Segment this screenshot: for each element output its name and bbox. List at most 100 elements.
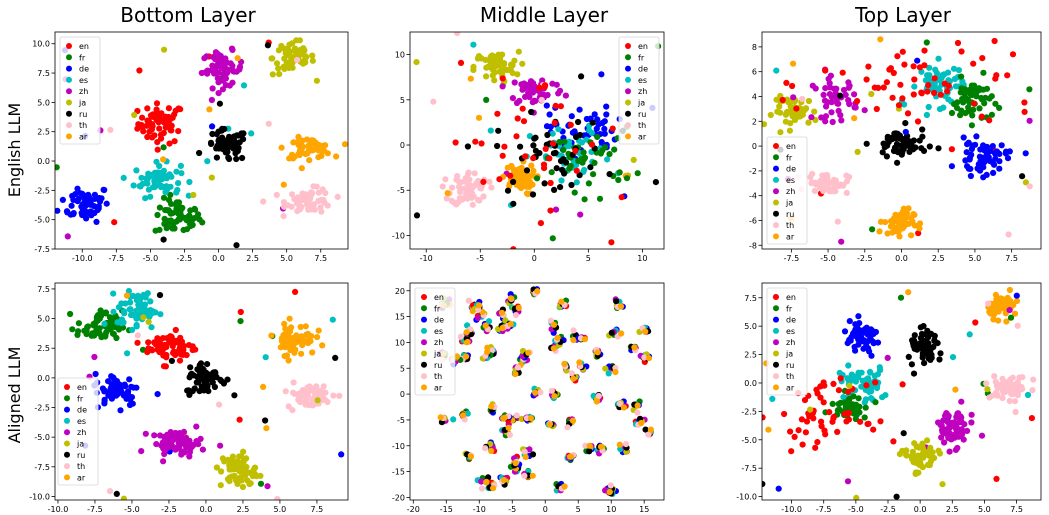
point-en: [167, 127, 174, 134]
point-th: [521, 448, 528, 455]
point-zh: [209, 85, 216, 92]
point-ru: [557, 184, 564, 191]
point-th: [1002, 388, 1009, 396]
point-es: [558, 177, 565, 184]
point-de: [983, 143, 991, 150]
point-ja: [483, 64, 490, 71]
point-en: [781, 410, 788, 418]
y-tick-label: -10: [392, 442, 405, 451]
x-tick-label: 5.0: [969, 254, 982, 263]
scatter-panels: -10.0 -7.5 -5.0 -2.5 0.0 2.5 5.0 7.5 -7.5 -5.0 -2.…: [29, 31, 1042, 514]
point-ar: [908, 232, 915, 239]
point-fr: [560, 146, 567, 153]
point-fr: [90, 320, 97, 328]
y-tick-label: -7.5: [34, 245, 50, 254]
point-ru: [559, 166, 566, 173]
point-th: [999, 395, 1006, 402]
point-es: [145, 170, 152, 177]
y-tick-label: -7.5: [741, 464, 757, 473]
point-ru: [898, 151, 905, 158]
column-title-middle-layer: Middle Layer: [480, 3, 609, 27]
point-ar: [488, 403, 495, 410]
point-ar: [285, 330, 292, 337]
point-en: [551, 119, 558, 126]
point-en: [189, 346, 196, 354]
axes-frame: [409, 31, 665, 250]
point-es: [845, 362, 852, 369]
point-ar: [550, 321, 558, 328]
point-de: [543, 102, 550, 109]
point-ar: [294, 139, 301, 146]
axes-frame: [54, 31, 349, 250]
point-fr: [109, 330, 117, 337]
point-ja: [268, 55, 275, 62]
point-es: [129, 326, 136, 333]
point-th: [456, 195, 463, 202]
point-en: [918, 90, 925, 97]
point-ja: [514, 71, 521, 78]
point-th: [521, 472, 528, 479]
point-en: [618, 194, 625, 201]
point-en: [993, 475, 1000, 482]
point-ar: [620, 404, 628, 411]
point-th: [568, 370, 576, 377]
point-en: [814, 439, 821, 446]
point-zh: [208, 96, 215, 104]
points: [436, 286, 655, 498]
point-ru: [900, 146, 907, 153]
y-tick-label: -5.0: [34, 433, 50, 442]
legend-label-fr: fr: [786, 153, 793, 162]
y-tick-label: -10.0: [736, 493, 757, 502]
y-tick-label: -15: [392, 468, 405, 477]
point-es: [923, 111, 931, 119]
point-th: [506, 431, 513, 438]
point-fr: [483, 96, 490, 103]
point-ru: [553, 165, 560, 172]
point-th: [449, 184, 456, 191]
points: [762, 36, 1033, 245]
point-fr: [923, 39, 930, 46]
panel-2: -10 -5 0 5 10 -10 -5 0 5 10 en fr de es zh ja ru th ar: [392, 31, 665, 263]
point-en: [802, 429, 810, 436]
point-de: [973, 133, 980, 140]
point-en: [1028, 415, 1035, 422]
point-ar: [790, 60, 797, 67]
point-ru: [233, 132, 240, 139]
x-tick-label: 10: [606, 505, 616, 514]
point-ja: [811, 108, 818, 115]
point-ar: [1013, 297, 1021, 305]
point-ar: [546, 421, 553, 428]
point-en: [557, 103, 565, 110]
point-fr: [611, 146, 618, 153]
point-th: [466, 181, 473, 188]
legend: en fr de es zh ja ru th ar: [766, 136, 808, 245]
point-ja: [208, 174, 215, 181]
point-zh: [199, 446, 206, 453]
point-de: [72, 191, 79, 198]
legend-label-th: th: [786, 221, 794, 230]
point-en: [499, 152, 506, 159]
point-zh: [845, 79, 852, 86]
point-ru: [919, 346, 926, 353]
legend-marker-ar: [64, 474, 70, 481]
legend-box: [414, 287, 456, 396]
point-ja: [786, 127, 794, 134]
x-tick-label: -5.0: [124, 505, 140, 514]
point-ru: [211, 383, 218, 391]
point-es: [147, 193, 154, 200]
point-fr: [623, 175, 631, 182]
point-ar: [296, 147, 304, 154]
point-ja: [924, 437, 931, 444]
point-es: [926, 64, 933, 71]
legend-marker-ja: [64, 440, 70, 447]
point-en: [147, 346, 154, 353]
point-ru: [923, 340, 930, 347]
point-zh: [940, 417, 947, 424]
point-fr: [968, 92, 975, 99]
point-ja: [784, 108, 791, 115]
point-de: [130, 384, 137, 391]
point-ja: [802, 105, 810, 112]
point-th: [457, 188, 464, 196]
point-ja: [239, 464, 246, 471]
point-ar: [877, 36, 884, 43]
